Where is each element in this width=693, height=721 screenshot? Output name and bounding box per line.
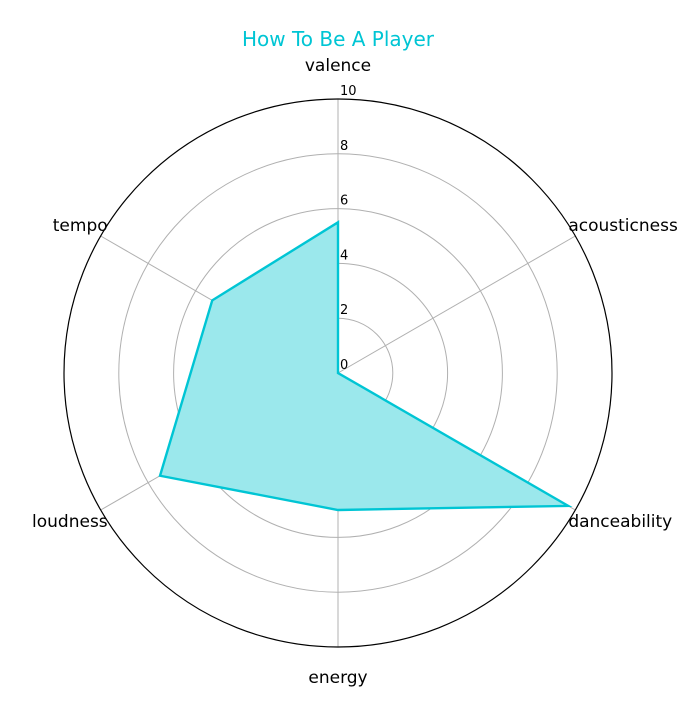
outer-frame (63, 98, 613, 648)
axis-label-acousticness: acousticness (568, 216, 678, 236)
axis-label-valence: valence (305, 56, 371, 76)
chart-title: How To Be A Player (242, 27, 435, 51)
tick-label-6: 6 (340, 194, 348, 209)
spoke-acousticness (337, 235, 576, 374)
axis-label-tempo: tempo (53, 216, 108, 236)
tick-layer: 0 2 4 6 8 10 (340, 84, 357, 373)
axis-label-layer: valence acousticness danceability energy lou… (32, 56, 678, 688)
axis-label-loudness: loudness (32, 512, 108, 532)
axis-label-danceability: danceability (568, 512, 672, 532)
tick-label-8: 8 (340, 139, 348, 154)
tick-label-2: 2 (340, 303, 348, 318)
axis-label-energy: energy (308, 668, 367, 688)
series-fill (160, 222, 569, 511)
tick-label-10: 10 (340, 84, 357, 99)
tick-label-4: 4 (340, 248, 348, 263)
tick-label-0: 0 (340, 358, 348, 373)
data-layer (158, 220, 573, 512)
